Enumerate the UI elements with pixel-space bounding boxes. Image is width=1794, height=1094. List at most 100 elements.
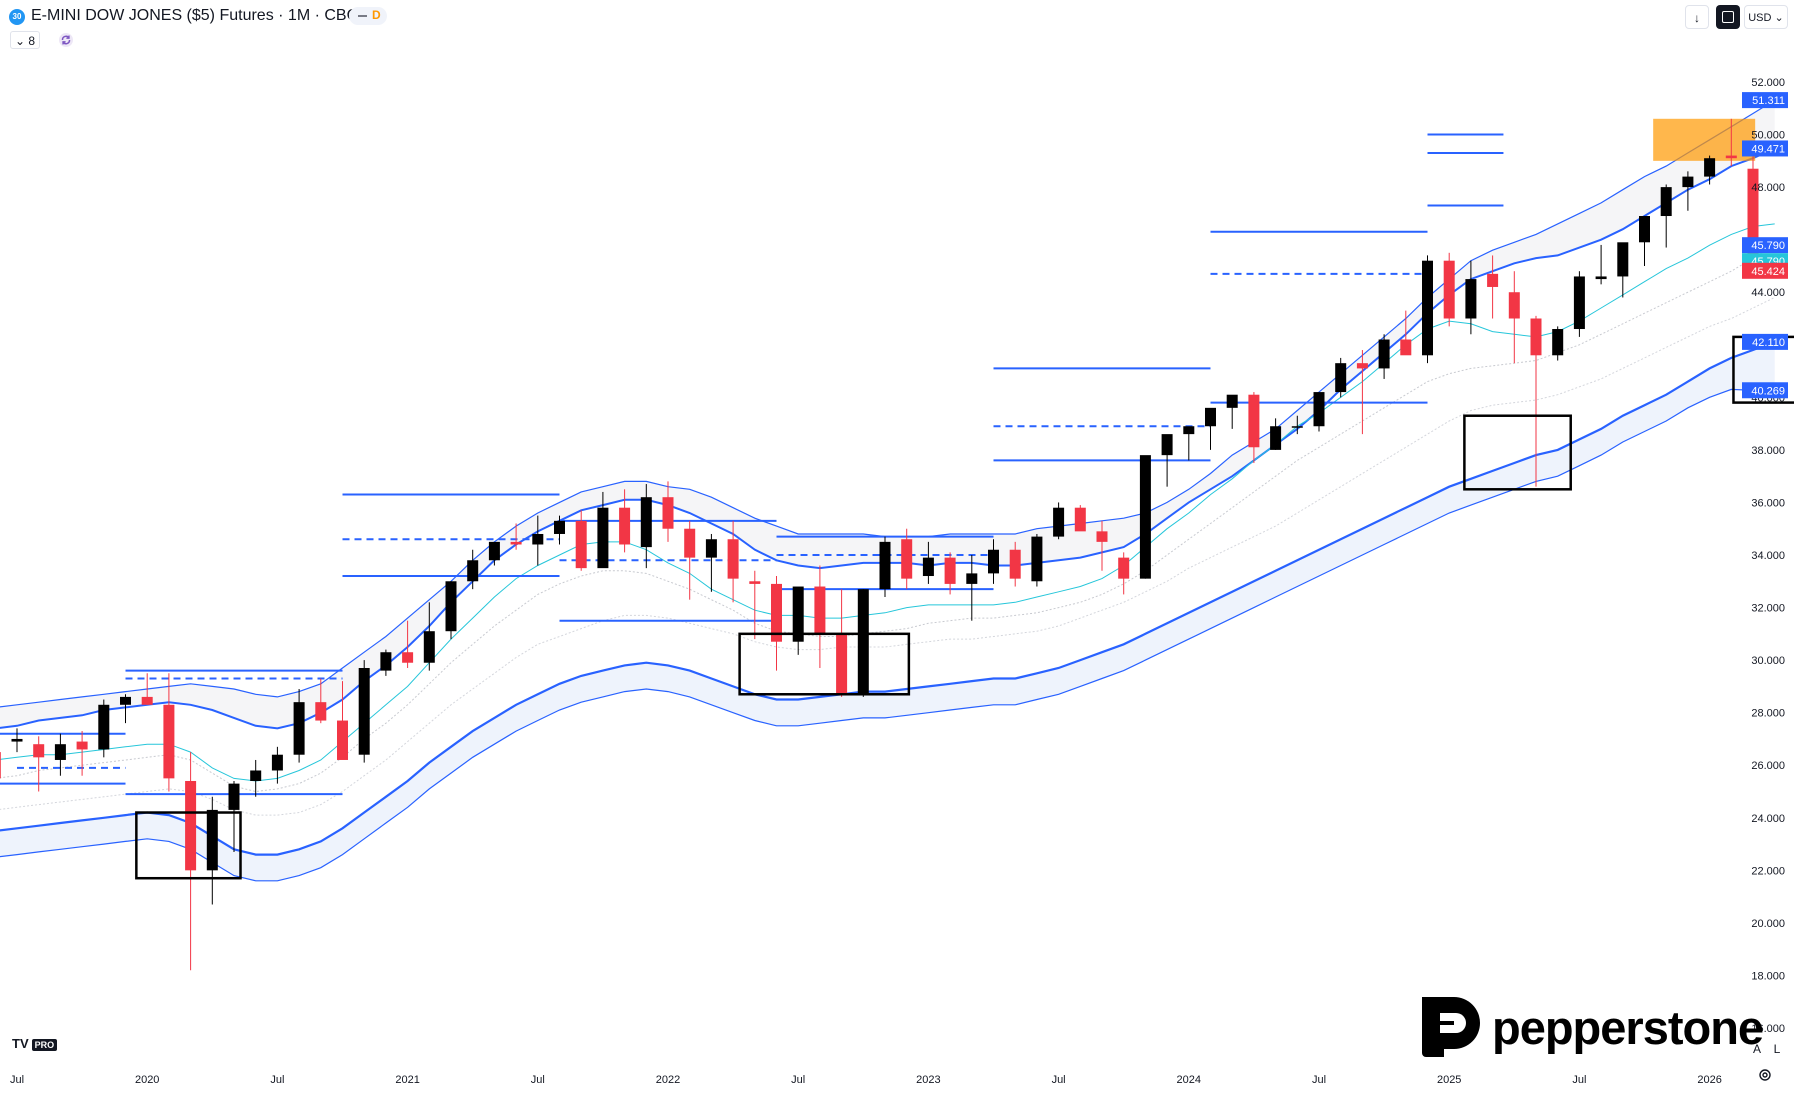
auto-scale-button[interactable]: A (1752, 1042, 1761, 1056)
x-tick-label: 2021 (395, 1074, 419, 1086)
arrow-down-icon: ↓ (1694, 11, 1700, 25)
tv-logo-text: TV (12, 1036, 29, 1051)
candle-body (1313, 392, 1325, 427)
x-tick-label: Jul (10, 1074, 24, 1086)
fullscreen-icon (1722, 11, 1734, 23)
annotation-box (1732, 335, 1794, 404)
upper-outer-band-line (0, 99, 1776, 708)
price-tag-label: 45.790 (1751, 240, 1785, 252)
candle-body (337, 720, 348, 760)
candle-body (814, 586, 826, 634)
candle-body (1053, 507, 1065, 537)
indicators-toggle[interactable]: ⌄ 8 (10, 31, 40, 49)
x-tick-label: Jul (531, 1074, 545, 1086)
candle-body (1682, 176, 1694, 188)
candle-body (1552, 329, 1564, 356)
y-tick-label: 36.000 (1751, 497, 1785, 509)
annotation-box (738, 632, 911, 696)
y-tick-label: 18.000 (1751, 970, 1785, 982)
candle-body (771, 583, 782, 642)
candle-body (271, 754, 283, 771)
currency-select[interactable]: USD ⌄ (1744, 5, 1788, 29)
sync-icon[interactable] (58, 32, 74, 48)
candle-body (1248, 394, 1260, 448)
candle-body (1617, 242, 1629, 277)
highlight-zone (1653, 118, 1756, 161)
candle-body (163, 704, 175, 779)
candle-body (293, 702, 305, 755)
x-tick-label: 2022 (656, 1074, 680, 1086)
gear-icon[interactable] (1757, 1067, 1773, 1083)
y-tick-label: 30.000 (1751, 655, 1785, 667)
candle-body (727, 539, 739, 579)
candle-body (705, 539, 717, 558)
candle-body (662, 497, 674, 529)
price-tag-bg (1742, 237, 1788, 254)
price-tag: 51.311 (1742, 92, 1788, 109)
candle-body (402, 652, 414, 663)
price-tag-label: 42.110 (1752, 337, 1785, 349)
candle-body (879, 541, 891, 590)
x-tick-label: 2020 (135, 1074, 159, 1086)
y-tick-label: 52.000 (1751, 77, 1785, 89)
candle-body (1378, 339, 1390, 369)
band-fills (0, 100, 1775, 881)
price-tag: 42.110 (1742, 333, 1788, 350)
candle-body (488, 541, 500, 561)
tv-pro-badge: PRO (31, 1039, 58, 1051)
price-tag: 45.790 (1742, 237, 1788, 254)
candle-body (76, 741, 88, 750)
lower-band-fill (0, 341, 1775, 881)
candle-body (1356, 363, 1368, 369)
candle-body (1096, 531, 1108, 542)
y-tick-label: 48.000 (1751, 182, 1785, 194)
candle-body (1226, 394, 1238, 408)
download-button[interactable]: ↓ (1685, 5, 1709, 29)
y-tick-label: 34.000 (1751, 550, 1785, 562)
time-axis[interactable]: Jul 2020 Jul 2021 Jul 2022 Jul 2023 Jul 2024 Jul 20… (10, 1074, 1794, 1086)
candle-body (0, 752, 1, 779)
price-tags: 51.31149.47145.79045.79045.42442.11040.2… (1742, 92, 1788, 399)
candle-body (1009, 549, 1021, 579)
log-scale-button[interactable]: L (1773, 1042, 1781, 1056)
market-status-pill[interactable]: D (349, 7, 387, 25)
candle-body (1291, 426, 1303, 428)
price-tag-bg (1742, 92, 1788, 109)
candle-body (1487, 273, 1499, 287)
price-tag-bg (1742, 140, 1788, 157)
candle-body (836, 633, 848, 695)
candle-body (423, 631, 435, 663)
upper-inner-band-line (0, 147, 1776, 730)
screenshot-button[interactable] (1716, 5, 1740, 29)
candle-body (966, 573, 978, 584)
price-tag: 40.269 (1742, 382, 1788, 399)
candle-body (944, 557, 956, 584)
lower-inner-band-line (0, 340, 1776, 856)
candles (0, 118, 1759, 971)
candle-body (619, 507, 631, 545)
midline-gray (0, 244, 1775, 793)
candle-body (922, 557, 934, 577)
annotation-box (135, 811, 242, 880)
candle-body (467, 560, 479, 582)
midline-cyan (0, 223, 1775, 782)
y-tick-label: 38.000 (1751, 445, 1785, 457)
candle-body (1660, 187, 1672, 217)
horizontal-levels (0, 133, 1504, 796)
price-axis[interactable]: 52.00050.00048.00044.00042.00040.00038.0… (1751, 77, 1785, 1035)
candle-body (792, 586, 804, 642)
candle-body (1400, 339, 1412, 356)
x-tick-label: 2026 (1697, 1074, 1721, 1086)
symbol-title[interactable]: E-MINI DOW JONES ($5) Futures · 1M · CBO… (31, 7, 369, 24)
x-tick-label: 2025 (1437, 1074, 1461, 1086)
annotation-boxes (135, 335, 1794, 880)
candle-body (358, 667, 370, 755)
candle-body (1161, 434, 1173, 456)
annotation-box (1463, 414, 1572, 491)
candle-body (11, 738, 23, 742)
candle-body (54, 744, 66, 760)
price-tag-bg (1742, 382, 1788, 399)
candle-body (1639, 216, 1650, 243)
symbol-badge: 30 (9, 9, 25, 25)
